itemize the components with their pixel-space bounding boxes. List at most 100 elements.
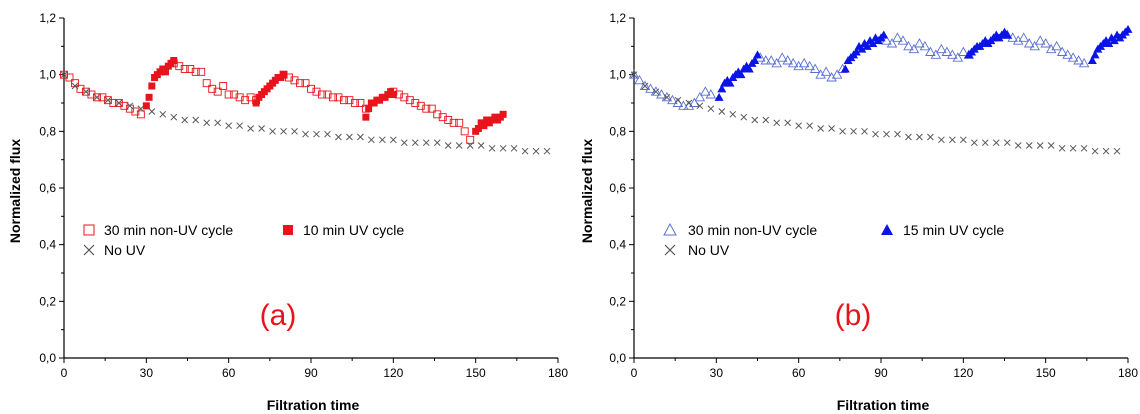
data-point-cross	[455, 142, 463, 149]
data-point-open-square	[60, 70, 68, 79]
legend-marker-open-square	[83, 224, 95, 236]
data-point-cross	[992, 139, 1000, 147]
data-point-open-square	[301, 79, 310, 88]
data-point-cross	[883, 130, 890, 138]
data-point-cross	[60, 71, 68, 79]
data-point-cross	[641, 82, 649, 90]
data-point-open-triangle	[930, 49, 942, 59]
data-point-open-square	[109, 99, 118, 107]
x-tick-label: 60	[792, 366, 806, 380]
y-tick-label: 1,2	[609, 11, 626, 25]
data-point-cross	[839, 127, 846, 135]
data-point-open-triangle	[936, 43, 947, 54]
data-point-open-triangle	[886, 38, 898, 48]
data-point-open-square	[460, 127, 469, 136]
data-point-open-square	[230, 90, 239, 99]
data-point-open-triangle	[1067, 52, 1079, 62]
data-point-cross	[137, 105, 145, 113]
data-point-open-square	[246, 93, 255, 102]
data-point-open-square	[422, 104, 431, 113]
data-point-cross	[1113, 147, 1121, 155]
data-point-open-square	[208, 84, 217, 93]
data-point-open-triangle	[694, 91, 706, 102]
data-point-cross	[1080, 144, 1088, 152]
data-point-open-square	[76, 84, 85, 93]
data-point-open-triangle	[903, 40, 914, 51]
data-point-cross	[773, 119, 781, 127]
data-point-cross	[324, 130, 331, 138]
data-point-cross	[784, 119, 792, 127]
legend: 30 min non-UV cycle 15 min UV cycle No U…	[663, 222, 1004, 258]
data-point-open-triangle	[831, 69, 843, 79]
data-point-open-triangle	[760, 55, 772, 65]
data-point-open-square	[114, 99, 123, 107]
data-point-open-square	[87, 90, 96, 99]
data-point-cross	[894, 130, 901, 138]
data-point-filled-triangle	[744, 64, 754, 73]
y-tick-label: 0,0	[39, 351, 56, 365]
plot-layer: 0 30 60 90 120 150 180 0,0 0,2 0,4 0,6 0,8 1,0 1,2	[609, 11, 1138, 380]
data-point-open-square	[191, 67, 200, 76]
data-point-filled-square	[362, 113, 370, 121]
panel-label: (b)	[835, 299, 872, 332]
data-point-cross	[806, 122, 813, 130]
data-point-cross	[368, 136, 375, 144]
data-point-filled-triangle	[717, 84, 727, 93]
data-point-open-triangle	[1078, 57, 1090, 68]
data-point-filled-triangle	[750, 56, 760, 64]
data-point-cross	[1058, 144, 1066, 152]
data-point-cross	[817, 125, 824, 132]
data-point-open-triangle	[782, 55, 793, 65]
data-point-open-square	[405, 96, 414, 105]
data-point-filled-triangle	[736, 70, 746, 79]
data-point-open-square	[318, 90, 326, 99]
data-point-cross	[313, 130, 320, 138]
data-point-open-square	[411, 99, 420, 107]
data-point-open-square	[416, 101, 425, 110]
y-tick-label: 0,6	[609, 181, 626, 195]
data-point-open-triangle	[656, 89, 667, 99]
data-point-filled-triangle	[1002, 30, 1012, 39]
x-tick-label: 150	[466, 366, 486, 380]
data-point-open-square	[356, 99, 365, 107]
legend-label: 10 min UV cycle	[303, 222, 404, 238]
data-point-open-square	[296, 79, 304, 88]
data-point-filled-triangle	[851, 47, 861, 56]
data-point-filled-triangle	[714, 92, 724, 101]
data-point-open-square	[339, 96, 348, 105]
data-point-open-triangle	[639, 80, 651, 90]
data-point-filled-square	[252, 99, 260, 107]
data-point-cross	[1069, 144, 1077, 152]
data-point-cross	[795, 122, 803, 130]
data-point-open-triangle	[809, 63, 821, 73]
y-tick-label: 0,8	[609, 124, 626, 138]
data-point-open-triangle	[650, 86, 662, 96]
data-point-open-square	[350, 99, 359, 107]
data-point-open-square	[175, 62, 184, 71]
data-point-cross	[696, 102, 704, 110]
data-point-cross	[203, 119, 211, 127]
data-point-cross	[269, 127, 276, 135]
data-point-open-square	[202, 79, 211, 88]
data-point-cross	[1003, 139, 1011, 147]
data-point-cross	[159, 110, 167, 118]
legend-marker-cross	[83, 244, 95, 256]
data-point-open-square	[98, 93, 107, 102]
data-point-cross	[411, 139, 419, 147]
legend-label: 15 min UV cycle	[903, 222, 1004, 238]
data-point-open-triangle	[798, 57, 810, 68]
data-point-open-triangle	[667, 94, 678, 105]
data-point-open-square	[433, 110, 442, 119]
data-point-filled-square	[389, 91, 397, 98]
data-point-cross	[729, 110, 737, 118]
data-point-cross	[543, 147, 551, 155]
data-point-cross	[981, 139, 989, 147]
data-point-filled-triangle	[868, 39, 878, 47]
data-point-open-square	[103, 96, 112, 105]
data-point-cross	[663, 93, 671, 101]
data-point-cross	[291, 127, 298, 135]
data-point-cross	[674, 96, 682, 104]
data-point-open-triangle	[1062, 49, 1073, 59]
data-point-filled-square	[145, 93, 153, 101]
data-point-open-triangle	[1034, 35, 1046, 45]
